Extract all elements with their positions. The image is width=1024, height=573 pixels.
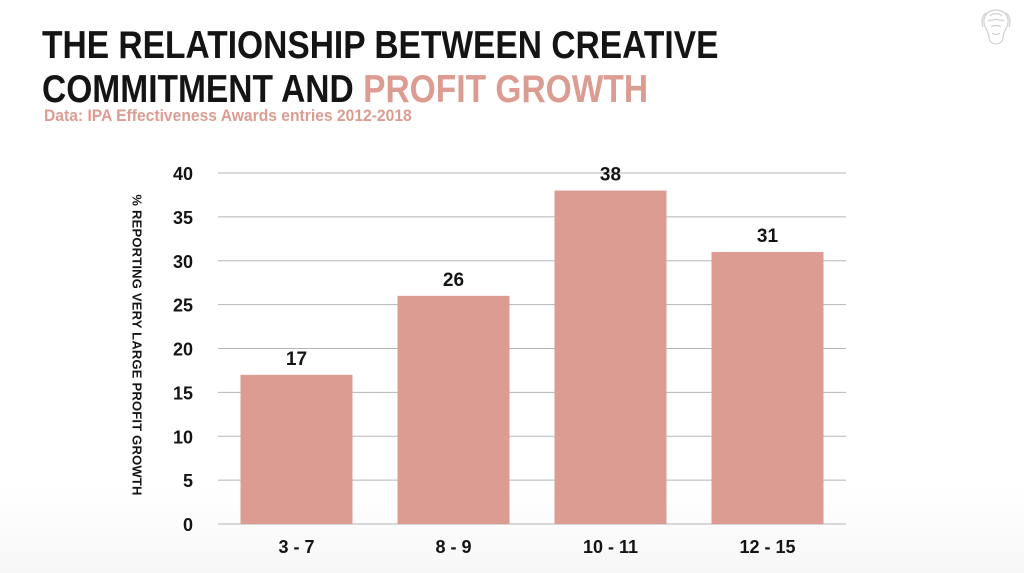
title-main: THE RELATIONSHIP BETWEEN CREATIVE COMMIT…	[42, 24, 719, 111]
lion-logo-icon	[981, 9, 1011, 45]
y-tick-label: 30	[173, 252, 193, 272]
bar	[397, 295, 510, 524]
x-tick-label: 3 - 7	[278, 537, 314, 557]
bar	[554, 190, 667, 525]
x-tick-label: 8 - 9	[435, 537, 471, 557]
data-label: 26	[443, 270, 464, 291]
bar	[240, 374, 353, 524]
y-tick-label: 35	[173, 208, 193, 228]
y-tick-label: 25	[173, 296, 193, 316]
y-tick-label: 40	[173, 164, 193, 184]
bar	[711, 251, 824, 524]
data-label: 38	[600, 165, 621, 186]
y-tick-label: 0	[183, 515, 193, 535]
y-tick-label: 10	[173, 427, 193, 447]
x-tick-label: 10 - 11	[583, 537, 638, 557]
y-tick-label: 5	[183, 471, 193, 491]
title-accent: PROFIT GROWTH	[363, 68, 649, 111]
y-tick-label: 20	[173, 340, 193, 360]
chart-title: THE RELATIONSHIP BETWEEN CREATIVE COMMIT…	[42, 24, 816, 112]
data-label: 17	[286, 349, 307, 370]
x-tick-label: 12 - 15	[739, 537, 795, 557]
chart-subtitle: Data: IPA Effectiveness Awards entries 2…	[44, 106, 412, 125]
y-tick-label: 15	[173, 383, 193, 403]
data-label: 31	[757, 226, 779, 247]
